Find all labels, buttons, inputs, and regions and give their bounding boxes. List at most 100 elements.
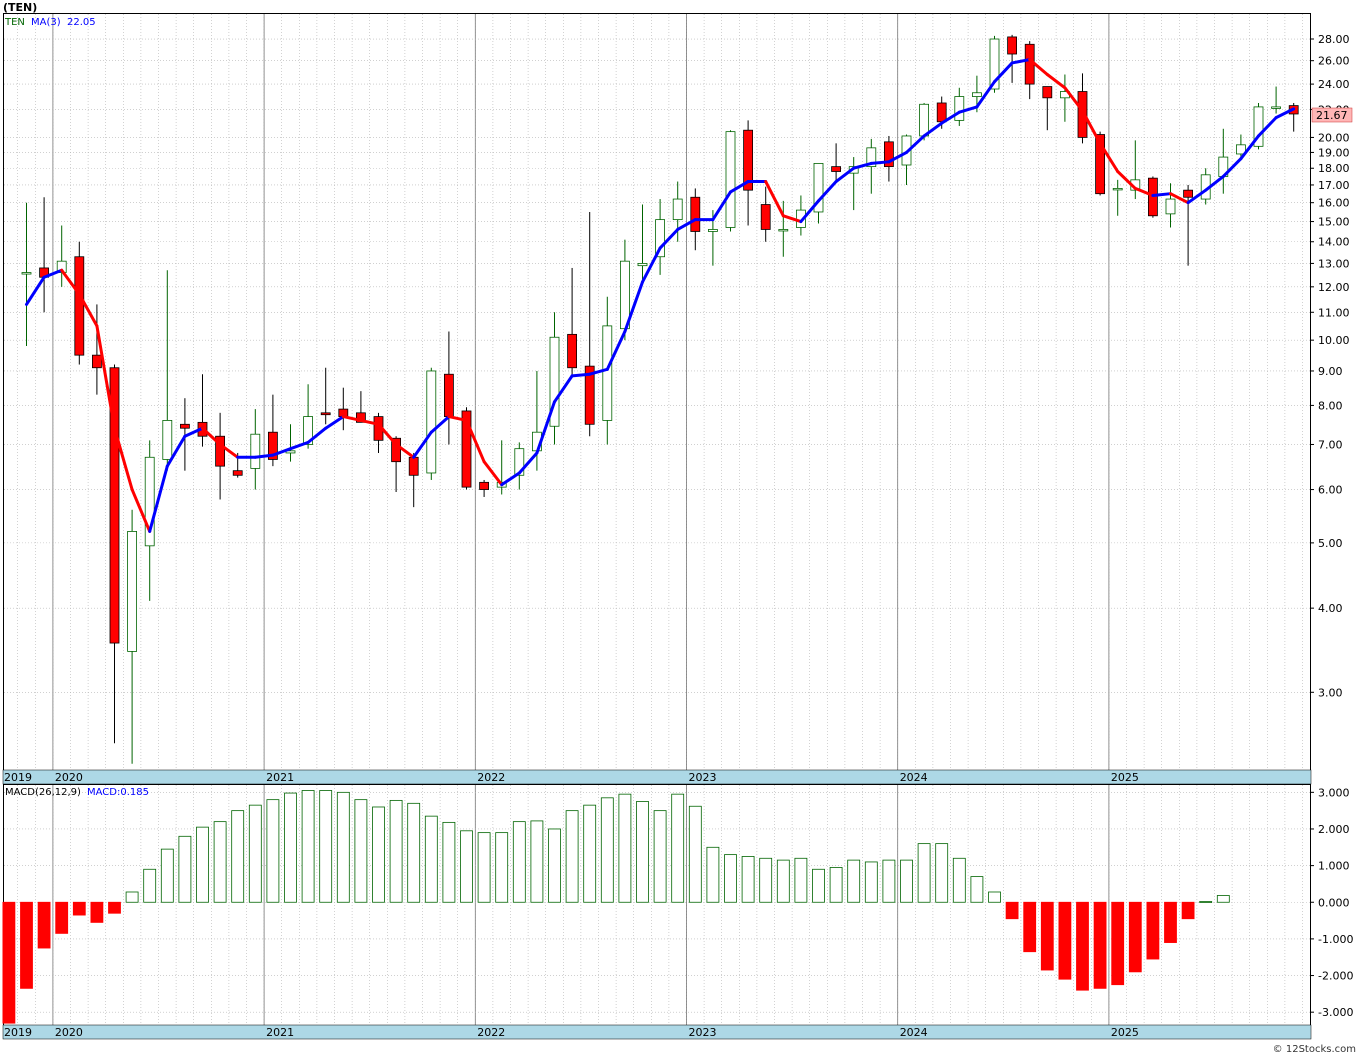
ma-segment	[852, 161, 873, 170]
ma-segment	[1204, 174, 1225, 192]
ma-segment	[465, 418, 486, 464]
x-tick-label: 2019	[4, 1026, 32, 1039]
ma-segment	[165, 434, 187, 468]
candle-body	[1007, 36, 1017, 55]
candle-body	[408, 456, 419, 476]
macd-bar-negative	[1058, 901, 1072, 980]
candle-body	[672, 198, 683, 221]
macd-bar-negative	[1093, 901, 1107, 989]
ma-segment	[1186, 188, 1208, 205]
x-tick-label: 2020	[55, 771, 83, 784]
candle-body	[954, 96, 965, 121]
ma-segment	[764, 180, 785, 218]
candle-body	[479, 481, 490, 490]
candle-down	[179, 398, 190, 471]
last-price-tag: 21.67	[1316, 109, 1348, 122]
ma-segment	[957, 105, 979, 114]
candle-body	[972, 92, 982, 97]
ma-segment	[95, 324, 116, 430]
ma-segment	[729, 180, 750, 194]
candle-body	[655, 219, 665, 258]
macd-legend-value: MACD:0.185	[87, 787, 149, 798]
candle-up	[162, 270, 173, 471]
macd-bar-positive	[688, 805, 702, 903]
candle-down	[479, 479, 490, 497]
macd-bar-positive	[970, 876, 984, 903]
x-tick-label: 2022	[477, 1026, 505, 1039]
ma-segment	[253, 453, 275, 459]
candle-body	[708, 229, 718, 232]
candle-body	[109, 367, 120, 644]
macd-bar-positive	[900, 859, 913, 903]
macd-bar-positive	[565, 810, 579, 903]
y-tick-label: 3.000	[1318, 786, 1350, 799]
candle-up	[549, 312, 560, 445]
candle-body	[426, 370, 437, 474]
y-tick-label: 7.00	[1318, 438, 1343, 451]
x-tick-label: 2020	[55, 1026, 83, 1039]
candle-body	[215, 435, 226, 467]
macd-bar-positive	[143, 868, 157, 903]
ma-segment	[1274, 107, 1296, 120]
ma-segment	[570, 372, 592, 378]
ma-segment	[517, 451, 539, 475]
x-tick-label: 2019	[4, 771, 32, 784]
macd-bar-positive	[583, 804, 597, 903]
macd-bar-negative	[2, 901, 16, 1024]
macd-bar-negative	[20, 901, 33, 989]
y-tick-label: 19.00	[1318, 146, 1350, 159]
macd-bar-positive	[372, 806, 385, 903]
candle-down	[355, 391, 366, 423]
ma-segment	[641, 246, 662, 284]
y-tick-label: 12.00	[1318, 281, 1350, 294]
candle-body	[637, 263, 648, 267]
candle-down	[760, 186, 771, 242]
macd-bar-positive	[988, 891, 1001, 903]
candle-body	[303, 416, 314, 445]
candle-down	[1042, 86, 1053, 131]
candle-down	[92, 304, 102, 395]
ma-segment	[394, 442, 416, 459]
y-tick-label: 3.00	[1318, 686, 1343, 699]
macd-bar-positive	[319, 790, 333, 903]
y-tick-label: 6.00	[1318, 484, 1343, 497]
macd-bar-positive	[706, 846, 720, 903]
macd-bar-negative	[1181, 901, 1195, 920]
macd-bar-negative	[1146, 901, 1160, 960]
candle-down	[215, 412, 226, 500]
candle-down	[1183, 184, 1193, 266]
y-tick-label: 10.00	[1318, 334, 1350, 347]
macd-bar-positive	[125, 891, 139, 903]
macd-bar-positive	[1199, 901, 1213, 903]
candle-body	[250, 433, 261, 469]
y-tick-label: 13.00	[1318, 257, 1350, 270]
ma-segment	[324, 415, 345, 430]
candle-body	[461, 410, 472, 488]
y-tick-label: 14.00	[1318, 236, 1350, 249]
macd-bar-positive	[442, 821, 456, 903]
y-tick-label: 5.00	[1318, 537, 1343, 550]
y-tick-label: 16.00	[1318, 197, 1350, 210]
macd-bar-positive	[671, 793, 685, 903]
x-tick-label: 2023	[689, 771, 717, 784]
ma-segment	[1169, 192, 1190, 205]
macd-bar-positive	[548, 828, 561, 903]
last-price-tag-bg	[1311, 107, 1353, 123]
candle-down	[743, 120, 753, 226]
ma-segment	[658, 227, 680, 250]
ma-segment	[1133, 186, 1155, 197]
candle-up	[1253, 102, 1264, 150]
macd-bar-positive	[284, 792, 297, 903]
candle-down	[1007, 34, 1017, 83]
macd-legend-label: MACD(26,12,9)	[5, 787, 81, 798]
macd-bar-negative	[37, 901, 51, 949]
chart-title: (TEN)	[3, 1, 37, 14]
macd-bar-positive	[759, 857, 773, 903]
y-tick-label: 0.000	[1318, 896, 1350, 909]
macd-bar-negative	[1023, 901, 1037, 953]
ma-segment	[1028, 58, 1049, 77]
candle-body	[602, 325, 613, 421]
candle-body	[144, 456, 155, 547]
price-legend-symbol: TEN	[4, 17, 25, 28]
